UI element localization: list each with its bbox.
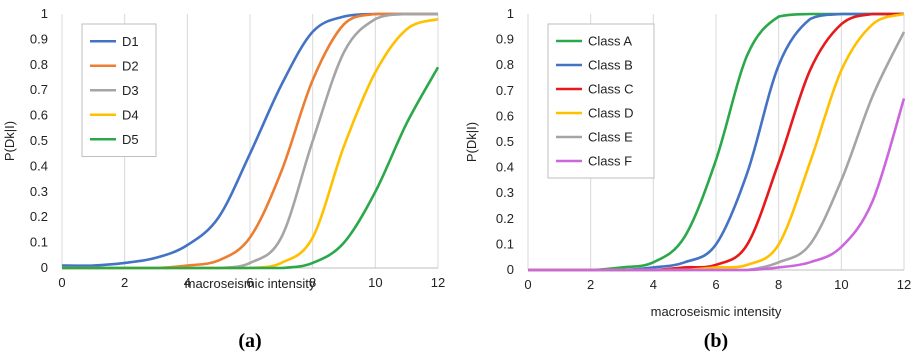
legend-label-2: D3	[122, 83, 139, 98]
series-line-d5	[62, 66, 440, 270]
y-tick-label-5: 0.5	[30, 133, 48, 148]
y-tick-label-10: 1	[41, 6, 48, 21]
y-tick-label-2: 0.2	[496, 211, 514, 226]
y-tick-label-1: 0.1	[496, 236, 514, 251]
y-tick-label-0: 0	[507, 262, 514, 277]
chart-panel-0: 0 2 4 6 8 10 12 0 0.1 0.2 0.3 0.4 0.5 0.6 0.7 0.8 0.9 1 ma…	[2, 6, 445, 352]
y-tick-label-9: 0.9	[30, 31, 48, 46]
legend-label-1: Class B	[588, 58, 633, 73]
x-tick-label-5: 10	[834, 277, 848, 292]
y-tick-label-6: 0.6	[496, 108, 514, 123]
x-axis-title: macroseismic intensity	[185, 276, 316, 291]
y-axis-title: P(Dk|I)	[2, 121, 17, 161]
y-tick-label-3: 0.3	[496, 185, 514, 200]
y-tick-label-8: 0.8	[496, 57, 514, 72]
legend-box	[547, 23, 655, 179]
x-tick-label-3: 6	[712, 277, 719, 292]
y-tick-label-7: 0.7	[496, 83, 514, 98]
y-tick-label-7: 0.7	[30, 82, 48, 97]
x-tick-label-4: 8	[309, 275, 316, 290]
y-tick-label-9: 0.9	[496, 32, 514, 47]
x-tick-label-6: 12	[897, 277, 911, 292]
y-axis-title: P(Dk|I)	[464, 122, 479, 162]
x-tick-label-5: 10	[368, 275, 382, 290]
legend-label-5: Class F	[588, 154, 632, 169]
legend-label-4: Class E	[588, 130, 633, 145]
legend-label-1: D2	[122, 58, 139, 73]
legend-label-3: D4	[122, 107, 139, 122]
y-tick-label-2: 0.2	[30, 209, 48, 224]
y-tick-label-8: 0.8	[30, 57, 48, 72]
legend-label-0: Class A	[588, 34, 632, 49]
chart-panel-1: 0 2 4 6 8 10 12 0 0.1 0.2 0.3 0.4 0.5 0.6 0.7 0.8 0.9 1 ma…	[464, 6, 911, 352]
y-tick-label-1: 0.1	[30, 235, 48, 250]
x-tick-label-6: 12	[431, 275, 445, 290]
panel-label: (b)	[704, 330, 728, 352]
x-tick-label-0: 0	[58, 275, 65, 290]
y-tick-label-4: 0.4	[496, 160, 514, 175]
legend-label-3: Class D	[588, 106, 634, 121]
legend: Class A Class B Class C Class D Class E Class…	[547, 23, 655, 179]
legend-label-2: Class C	[588, 82, 634, 97]
y-tick-label-10: 1	[507, 6, 514, 21]
y-tick-label-0: 0	[41, 260, 48, 275]
x-tick-label-4: 8	[775, 277, 782, 292]
x-tick-label-0: 0	[524, 277, 531, 292]
legend-label-4: D5	[122, 132, 139, 147]
x-tick-label-2: 4	[650, 277, 657, 292]
x-tick-label-2: 4	[184, 275, 191, 290]
y-tick-label-3: 0.3	[30, 184, 48, 199]
y-tick-label-4: 0.4	[30, 158, 48, 173]
legend: D1 D2 D3 D4 D5	[81, 23, 157, 157]
legend-label-0: D1	[122, 34, 139, 49]
y-tick-label-6: 0.6	[30, 108, 48, 123]
x-axis-title: macroseismic intensity	[651, 304, 782, 319]
panel-label: (a)	[238, 330, 261, 352]
y-tick-label-5: 0.5	[496, 134, 514, 149]
x-tick-label-1: 2	[587, 277, 594, 292]
series-line-class-f	[528, 98, 906, 272]
x-tick-label-1: 2	[121, 275, 128, 290]
x-tick-label-3: 6	[246, 275, 253, 290]
